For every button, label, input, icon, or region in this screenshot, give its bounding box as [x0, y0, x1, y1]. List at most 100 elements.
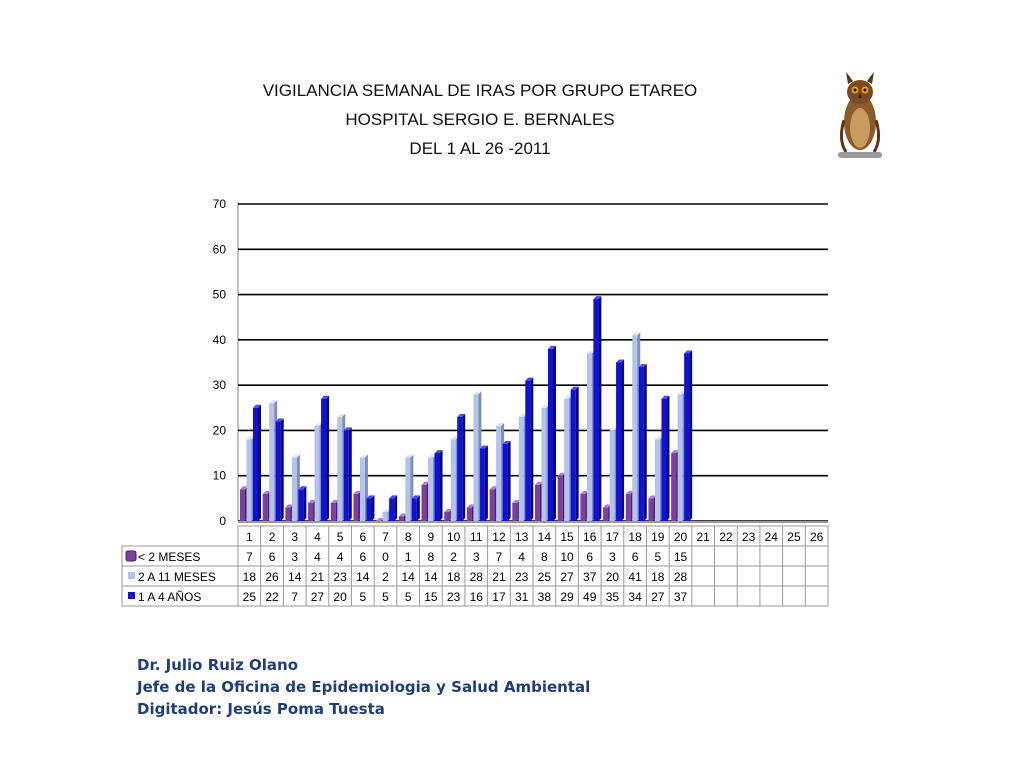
data-label: 29: [560, 590, 574, 604]
x-tick-label: 17: [606, 530, 620, 544]
y-tick-label: 30: [213, 378, 227, 392]
y-tick-label: 20: [213, 423, 227, 437]
data-label: 14: [288, 570, 302, 584]
data-label: 20: [333, 590, 347, 604]
x-tick-label: 5: [337, 530, 344, 544]
x-tick-label: 6: [359, 530, 366, 544]
x-tick-label: 1: [246, 530, 253, 544]
x-tick-label: 12: [492, 530, 506, 544]
data-label: 10: [560, 550, 574, 564]
title-line-3: DEL 1 AL 26 -2011: [409, 139, 551, 158]
data-label: 6: [632, 550, 639, 564]
data-label: 2: [450, 550, 457, 564]
data-label: 8: [428, 550, 435, 564]
data-label: 25: [538, 570, 552, 584]
data-label: 14: [424, 570, 438, 584]
legend-label: 1 A 4 AÑOS: [138, 590, 201, 604]
data-label: 18: [243, 570, 257, 584]
data-label: 31: [515, 590, 529, 604]
y-tick-label: 70: [213, 197, 227, 211]
data-label: 14: [356, 570, 370, 584]
data-label: 5: [654, 550, 661, 564]
data-label: 5: [359, 590, 366, 604]
x-tick-label: 22: [719, 530, 733, 544]
legend-swatch: [128, 592, 135, 599]
x-tick-label: 15: [560, 530, 574, 544]
bar: [548, 345, 556, 521]
bar: [253, 404, 261, 521]
data-label: 28: [674, 570, 688, 584]
x-tick-label: 8: [405, 530, 412, 544]
bar: [457, 413, 466, 521]
footer-line-3: Digitador: Jesús Poma Tuesta: [137, 700, 385, 718]
data-label: 6: [586, 550, 593, 564]
bar: [434, 450, 443, 521]
x-tick-label: 2: [269, 530, 276, 544]
bar: [343, 427, 352, 521]
data-label: 37: [674, 590, 688, 604]
y-tick-label: 50: [213, 288, 227, 302]
x-tick-label: 16: [583, 530, 597, 544]
data-label: 38: [538, 590, 552, 604]
title-line-1: VIGILANCIA SEMANAL DE IRAS POR GRUPO ETA…: [262, 81, 698, 100]
legend-label: 2 A 11 MESES: [138, 570, 216, 584]
legend-label: < 2 MESES: [138, 550, 200, 564]
legend-entry: < 2 MESES: [125, 550, 200, 564]
data-label: 8: [541, 550, 548, 564]
x-tick-label: 25: [787, 530, 801, 544]
bar: [593, 296, 602, 521]
x-tick-label: 11: [470, 530, 483, 544]
bar: [366, 495, 375, 521]
bar: [298, 486, 307, 521]
data-label: 6: [269, 550, 276, 564]
x-tick-label: 21: [697, 530, 711, 544]
data-label: 23: [447, 590, 461, 604]
bar: [661, 395, 670, 521]
data-label: 23: [333, 570, 347, 584]
data-label: 17: [492, 590, 506, 604]
y-tick-label: 60: [213, 242, 227, 256]
data-label: 3: [291, 550, 298, 564]
bar: [638, 364, 647, 521]
data-label: 4: [337, 550, 344, 564]
data-label: 23: [515, 570, 529, 584]
bar: [684, 350, 693, 521]
chart-title: VIGILANCIA SEMANAL DE IRAS POR GRUPO ETA…: [230, 76, 730, 163]
x-tick-label: 26: [810, 530, 824, 544]
legend-swatch: [125, 550, 137, 562]
x-tick-label: 10: [447, 530, 461, 544]
data-label: 7: [246, 550, 253, 564]
data-label: 35: [606, 590, 620, 604]
footer-line-1: Dr. Julio Ruiz Olano: [137, 656, 299, 674]
data-label: 27: [651, 590, 665, 604]
data-label: 3: [473, 550, 480, 564]
x-tick-label: 14: [538, 530, 552, 544]
bar: [616, 359, 625, 521]
bar: [525, 377, 534, 521]
data-label: 15: [674, 550, 688, 564]
bar: [479, 445, 488, 521]
data-label: 49: [583, 590, 597, 604]
bar: [570, 386, 579, 521]
footer-credits: Dr. Julio Ruiz Olano Jefe de la Oficina …: [137, 654, 590, 720]
data-label: 37: [583, 570, 597, 584]
legend-swatch: [128, 572, 135, 579]
x-tick-label: 3: [291, 530, 298, 544]
data-label: 14: [402, 570, 416, 584]
data-label: 21: [311, 570, 325, 584]
data-label: 26: [265, 570, 279, 584]
data-label: 3: [609, 550, 616, 564]
x-tick-label: 24: [765, 530, 779, 544]
x-tick-label: 18: [628, 530, 642, 544]
data-label: 41: [628, 570, 642, 584]
y-tick-label: 10: [213, 469, 227, 483]
legend-entry: 2 A 11 MESES: [128, 570, 216, 584]
x-tick-label: 4: [314, 530, 321, 544]
data-label: 21: [492, 570, 506, 584]
data-label: 22: [265, 590, 279, 604]
data-label: 5: [405, 590, 412, 604]
data-label: 27: [560, 570, 574, 584]
footer-line-2: Jefe de la Oficina de Epidemiologia y Sa…: [137, 678, 591, 696]
data-label: 20: [606, 570, 620, 584]
